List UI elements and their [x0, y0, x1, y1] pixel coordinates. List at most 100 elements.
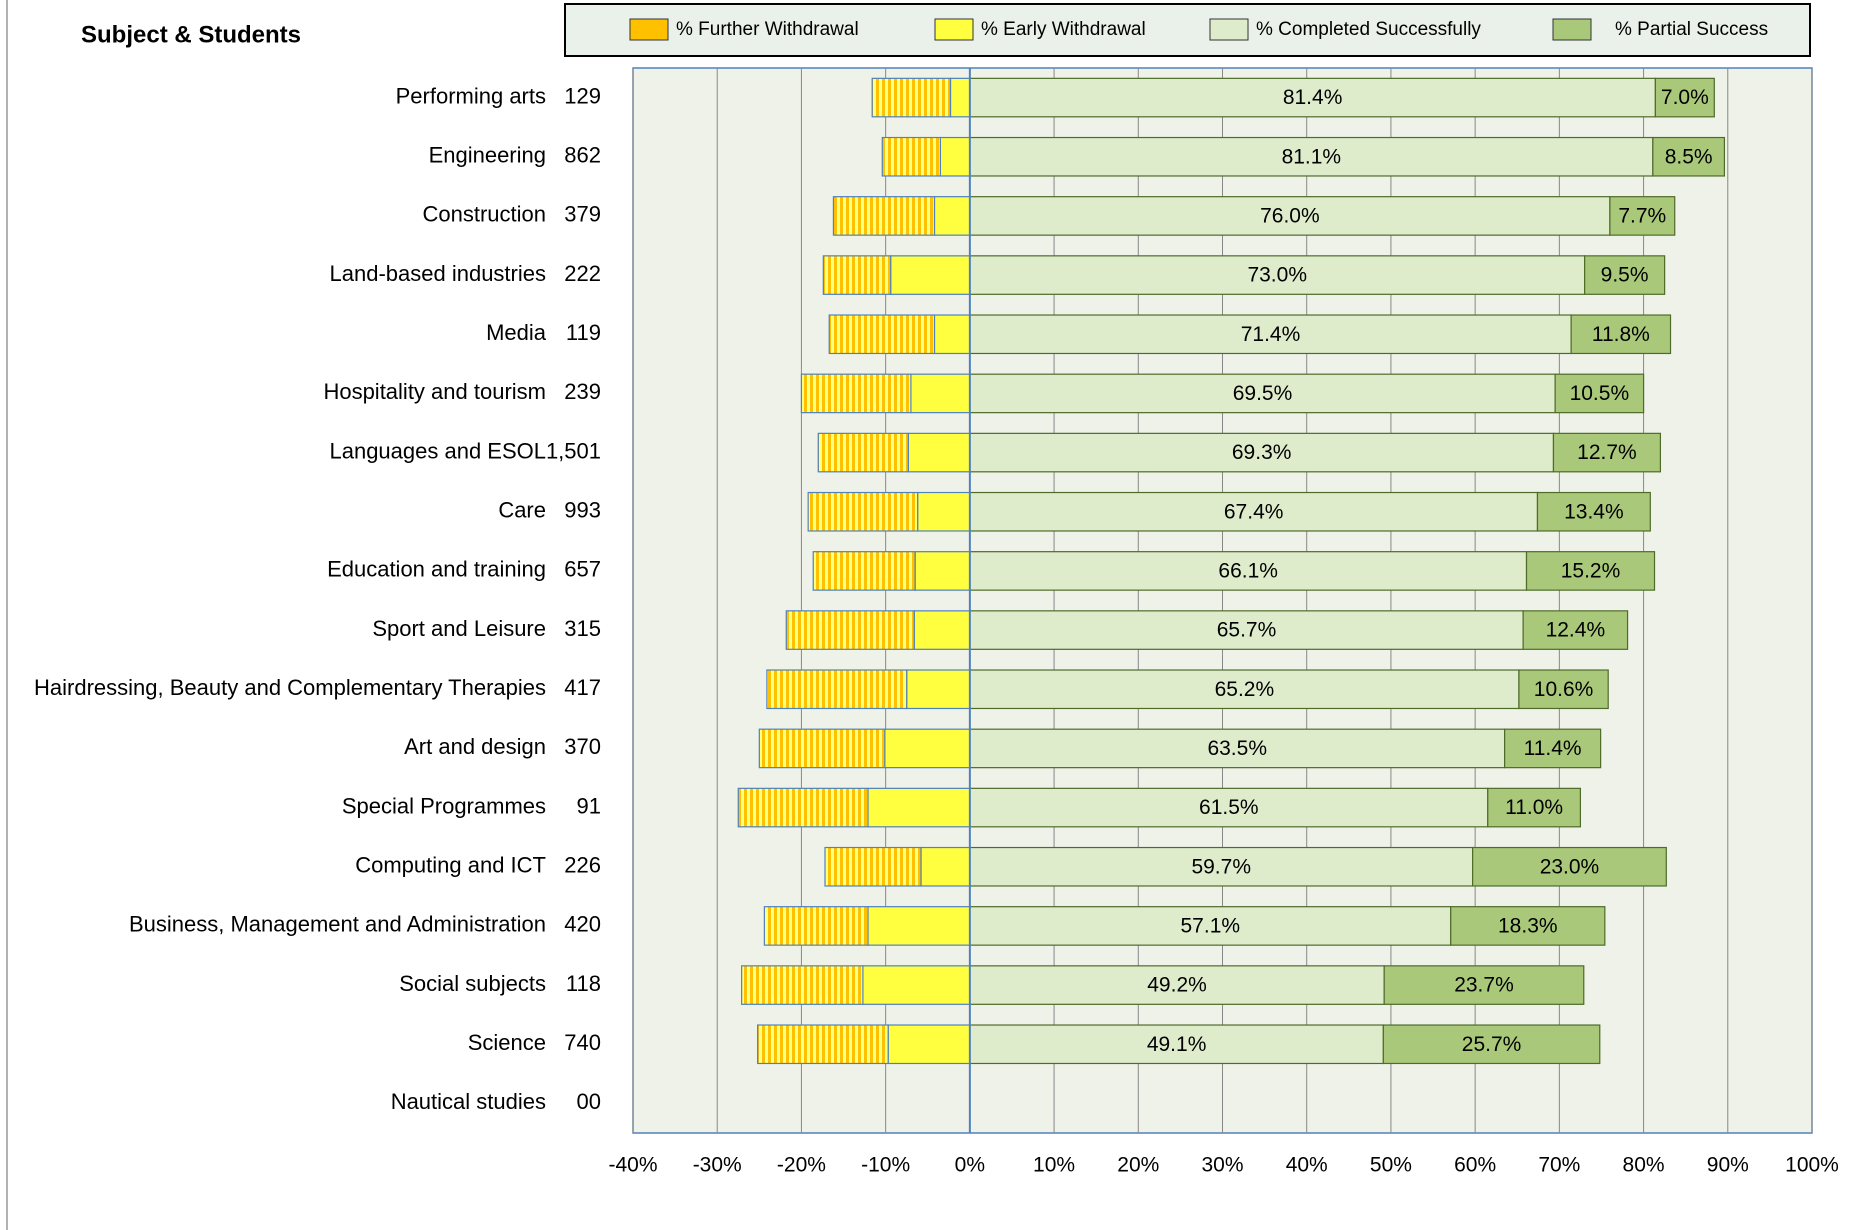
- value-label: 49.2%: [1147, 974, 1207, 997]
- x-tick-label: 100%: [1785, 1154, 1839, 1177]
- value-label: 9.5%: [1601, 264, 1649, 287]
- student-count: 315: [564, 616, 601, 641]
- value-label: 10.6%: [1534, 678, 1594, 701]
- value-label: 49.1%: [1147, 1033, 1207, 1056]
- bar-segment: [741, 965, 864, 1005]
- value-label: 59.7%: [1191, 855, 1251, 878]
- value-label: 15.2%: [1561, 559, 1621, 582]
- value-label: 25.7%: [1462, 1033, 1522, 1056]
- student-count: 226: [564, 853, 601, 878]
- bar-segment: [949, 77, 971, 118]
- bar-segment: [757, 1024, 889, 1065]
- x-tick-label: 90%: [1707, 1154, 1749, 1177]
- legend-label: % Partial Success: [1615, 19, 1768, 40]
- bar-segment: [969, 491, 1539, 532]
- value-label: 57.1%: [1181, 914, 1241, 937]
- value-label: 71.4%: [1241, 323, 1301, 346]
- value-label: 23.0%: [1540, 855, 1600, 878]
- bar-segment: [1472, 846, 1667, 887]
- value-label: 8.5%: [1665, 145, 1713, 168]
- value-label: 76.0%: [1260, 204, 1320, 227]
- value-label: 66.1%: [1218, 559, 1278, 582]
- category-label: Business, Management and Administration: [129, 912, 546, 937]
- bar-segment: [828, 314, 936, 355]
- x-tick-label: 70%: [1538, 1154, 1580, 1177]
- bar-segment: [914, 551, 971, 591]
- value-label: 65.2%: [1215, 678, 1275, 701]
- legend-label: % Completed Successfully: [1256, 19, 1481, 40]
- category-label: Education and training: [327, 557, 546, 582]
- bar-segment: [807, 491, 919, 532]
- bar-segment: [969, 77, 1656, 118]
- x-tick-label: 0%: [955, 1154, 985, 1177]
- category-label: Nautical studies: [391, 1089, 546, 1114]
- value-label: 23.7%: [1454, 974, 1514, 997]
- bar-segment: [800, 373, 912, 414]
- bar-segment: [1518, 669, 1609, 710]
- bar-segment: [785, 610, 915, 650]
- bar-segment: [1654, 77, 1715, 118]
- bar-segment: [1570, 314, 1672, 355]
- value-label: 11.0%: [1505, 796, 1563, 819]
- student-count: 91: [577, 793, 601, 818]
- value-label: 69.3%: [1232, 441, 1292, 464]
- bar-segment: [1652, 136, 1726, 177]
- bar-segment: [867, 787, 971, 828]
- bar-segment: [969, 432, 1555, 473]
- legend-swatch: [1552, 18, 1592, 41]
- x-tick-label: 20%: [1117, 1154, 1159, 1177]
- x-tick-label: 40%: [1286, 1154, 1328, 1177]
- category-label: Science: [468, 1030, 546, 1055]
- bar-segment: [933, 196, 971, 236]
- x-tick-label: -40%: [608, 1154, 657, 1177]
- x-tick-label: 50%: [1370, 1154, 1412, 1177]
- category-label: Engineering: [429, 143, 546, 168]
- student-count: 118: [566, 971, 601, 996]
- bar-segment: [1554, 373, 1645, 414]
- bar-segment: [763, 906, 869, 946]
- student-count: 420: [564, 912, 601, 937]
- bar-segment: [969, 314, 1572, 355]
- bar-segment: [969, 610, 1524, 650]
- category-label: Construction: [422, 202, 546, 227]
- bar-segment: [907, 432, 971, 473]
- student-count: 00: [577, 1089, 601, 1114]
- value-label: 10.5%: [1570, 382, 1630, 405]
- category-label: Land-based industries: [330, 261, 546, 286]
- student-count: 370: [564, 734, 601, 759]
- value-label: 69.5%: [1233, 382, 1293, 405]
- bar-segment: [910, 373, 971, 414]
- bar-segment: [933, 314, 971, 355]
- category-label: Performing arts: [396, 83, 546, 108]
- value-label: 63.5%: [1207, 737, 1267, 760]
- bar-segment: [1525, 551, 1656, 591]
- bar-segment: [737, 787, 869, 828]
- bar-segment: [969, 255, 1586, 295]
- bar-segment: [969, 196, 1611, 236]
- student-count: 379: [564, 202, 601, 227]
- value-label: 11.8%: [1592, 323, 1650, 346]
- category-label: Sport and Leisure: [372, 616, 546, 641]
- value-label: 67.4%: [1224, 500, 1284, 523]
- bar-segment: [890, 255, 971, 295]
- bar-segment: [871, 77, 952, 118]
- category-label: Media: [486, 320, 547, 345]
- legend-swatch: [1209, 18, 1249, 41]
- student-count: 129: [564, 83, 601, 108]
- bar-segment: [1609, 196, 1676, 236]
- bar-segment: [913, 610, 971, 650]
- value-label: 73.0%: [1247, 264, 1307, 287]
- legend-box: [564, 3, 1811, 57]
- legend-swatch: [629, 18, 669, 41]
- student-count: 222: [564, 261, 601, 286]
- category-label: Art and design: [404, 734, 546, 759]
- bar-segment: [881, 136, 941, 177]
- category-label: Care: [498, 498, 546, 523]
- student-count: 993: [564, 498, 601, 523]
- bar-segment: [1504, 728, 1602, 769]
- bar-segment: [939, 136, 971, 177]
- student-count: 239: [564, 379, 601, 404]
- bar-segment: [1382, 1024, 1601, 1065]
- bar-segment: [920, 846, 971, 887]
